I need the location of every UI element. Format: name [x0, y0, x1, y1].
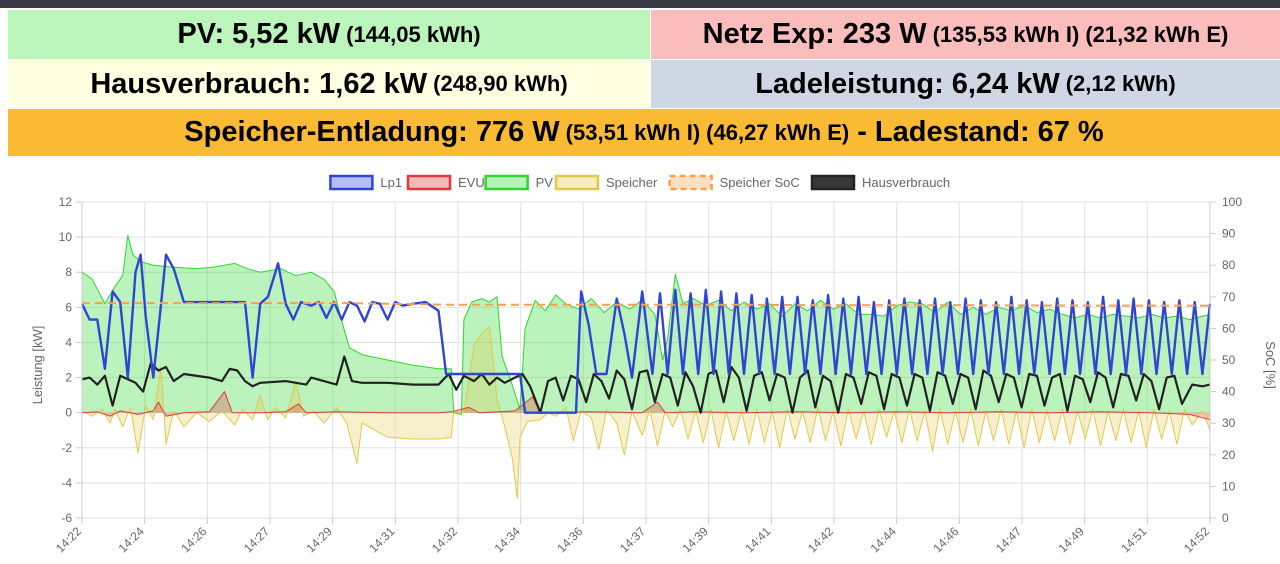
x-tick-label: 14:32 [429, 524, 460, 555]
x-tick-label: 14:52 [1181, 524, 1212, 555]
legend-swatch-soc [668, 174, 713, 191]
x-tick-label: 14:34 [492, 524, 523, 555]
y2-tick-label: 80 [1222, 258, 1236, 272]
speicher-label: Speicher-Entladung: [184, 116, 468, 148]
x-tick-label: 14:44 [868, 524, 899, 555]
y-tick-label: 6 [65, 300, 72, 314]
x-tick-label: 14:46 [930, 524, 961, 555]
legend-label-pv: PV [536, 175, 554, 190]
x-tick-label: 14:31 [366, 524, 397, 555]
x-tick-label: 14:26 [178, 524, 209, 555]
netz-label: Netz Exp: [702, 18, 835, 50]
y2-tick-label: 100 [1222, 195, 1242, 209]
pv-detail: (144,05 kWh) [346, 21, 481, 47]
legend-swatch-haus [810, 174, 856, 191]
netz-value: 233 W [842, 18, 927, 50]
power-chart: 121086420-2-4-6100908070605040302010014:… [30, 174, 1278, 555]
netz-tile: Netz Exp: 233 W (135,53 kWh I) (21,32 kW… [651, 10, 1280, 59]
x-tick-label: 14:22 [53, 524, 84, 555]
legend-swatch-evu [406, 174, 452, 191]
legend-swatch-pv [484, 174, 529, 191]
y-tick-label: 2 [65, 371, 72, 385]
y-tick-label: 8 [65, 265, 72, 279]
lade-label: Ladeleistung: [755, 67, 944, 100]
y2-tick-label: 60 [1222, 321, 1236, 335]
x-tick-label: 14:29 [304, 524, 335, 555]
y-tick-label: -2 [61, 441, 72, 455]
legend-label-evu: EVU [458, 175, 485, 190]
legend-label-speicher: Speicher [606, 175, 658, 190]
y-axis-title: Leistung [kW] [30, 326, 45, 405]
ladeleistung-tile: Ladeleistung: 6,24 kW (2,12 kWh) [651, 60, 1280, 108]
x-tick-label: 14:39 [680, 524, 711, 555]
y2-tick-label: 40 [1222, 385, 1236, 399]
hausverbrauch-tile: Hausverbrauch: 1,62 kW (248,90 kWh) [8, 60, 650, 108]
y2-tick-label: 30 [1222, 416, 1236, 430]
speicher-value: 776 W [475, 116, 560, 148]
speicher-detail-import: (53,51 kWh I) [565, 119, 701, 145]
netz-detail-import: (135,53 kWh I) [932, 21, 1080, 47]
legend-swatch-lp1 [329, 174, 374, 191]
soc-value: 67 % [1037, 116, 1104, 148]
haus-value: 1,62 kW [319, 67, 428, 100]
x-tick-label: 14:37 [617, 524, 648, 555]
x-tick-label: 14:42 [805, 524, 836, 555]
x-tick-label: 14:24 [116, 524, 147, 555]
legend-label-lp1: Lp1 [380, 175, 402, 190]
speicher-soc-line [82, 302, 1210, 307]
speicher-detail-export: (46,27 kWh E) [706, 119, 850, 145]
y2-tick-label: 20 [1222, 448, 1236, 462]
chart-legend: Lp1 EVU PV Speicher Speicher SoC Hausverbrauc… [329, 174, 950, 191]
netz-detail-export: (21,32 kWh E) [1085, 21, 1229, 47]
legend-swatch-speicher [554, 174, 600, 191]
x-tick-label: 14:51 [1118, 524, 1149, 555]
speicher-tile: Speicher-Entladung: 776 W (53,51 kWh I) … [8, 109, 1280, 156]
legend-label-haus: Hausverbrauch [862, 175, 950, 190]
haus-detail: (248,90 kWh) [433, 71, 568, 96]
pv-tile: PV: 5,52 kW (144,05 kWh) [8, 10, 650, 59]
x-tick-label: 14:49 [1056, 524, 1087, 555]
y-tick-label: -4 [61, 476, 72, 490]
y2-tick-label: 0 [1222, 511, 1229, 525]
y-tick-label: 10 [59, 230, 73, 244]
y2-tick-label: 90 [1222, 227, 1236, 241]
legend-label-soc: Speicher SoC [720, 175, 800, 190]
speicher-line [81, 326, 1211, 500]
soc-label: - Ladestand: [857, 116, 1030, 148]
pv-label: PV: [177, 18, 225, 50]
x-tick-label: 14:36 [554, 524, 585, 555]
y2-tick-label: 10 [1222, 479, 1236, 493]
pv-value: 5,52 kW [232, 18, 341, 50]
y-tick-label: 4 [65, 335, 72, 349]
haus-label: Hausverbrauch: [90, 67, 312, 100]
lp1-line [80, 253, 1212, 414]
y2-tick-label: 50 [1222, 353, 1236, 367]
x-tick-label: 14:47 [993, 524, 1024, 555]
y2-tick-label: 70 [1222, 290, 1236, 304]
x-tick-label: 14:27 [241, 524, 272, 555]
y-tick-label: 0 [65, 406, 72, 420]
y-tick-label: -6 [61, 511, 72, 525]
y-tick-label: 12 [59, 195, 73, 209]
x-tick-label: 14:41 [742, 524, 773, 555]
evu-line [81, 391, 1211, 421]
y2-axis-title: SoC [%] [1263, 341, 1278, 389]
hausverbrauch-line [81, 355, 1211, 414]
chart-lines [80, 234, 1212, 500]
top-bar [0, 0, 1280, 8]
lade-detail: (2,12 kWh) [1065, 71, 1176, 96]
lade-value: 6,24 kW [951, 67, 1060, 100]
